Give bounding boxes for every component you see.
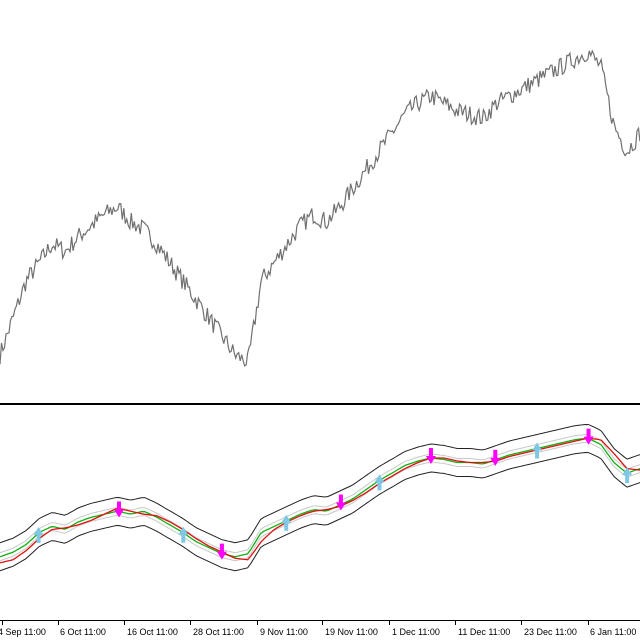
time-label: 28 Oct 11:00 xyxy=(193,627,244,637)
upper-inner-band-line xyxy=(0,433,640,554)
time-tick xyxy=(124,621,125,625)
down-arrow-icon xyxy=(490,449,501,466)
up-arrow-icon xyxy=(281,514,292,531)
time-label: 11 Dec 11:00 xyxy=(458,627,511,637)
time-tick xyxy=(2,621,3,625)
up-arrow-icon xyxy=(33,526,44,543)
up-arrow-icon xyxy=(178,526,189,543)
time-axis: 24 Sep 11:00 6 Oct 11:00 16 Oct 11:00 28… xyxy=(0,621,640,640)
time-label: 9 Nov 11:00 xyxy=(260,627,308,637)
upper-band-line xyxy=(0,423,640,544)
time-tick xyxy=(190,621,191,625)
lower-inner-band-line xyxy=(0,441,640,562)
up-arrow-icon xyxy=(374,474,385,491)
down-arrow-icon xyxy=(113,501,124,518)
up-arrow-icon xyxy=(532,442,543,459)
time-label: 1 Dec 11:00 xyxy=(392,627,440,637)
time-tick xyxy=(58,621,59,625)
pane-separator[interactable] xyxy=(0,403,640,405)
down-arrow-icon xyxy=(583,428,594,445)
time-tick xyxy=(322,621,323,625)
red-signal-line xyxy=(0,437,640,564)
down-arrow-icon xyxy=(216,543,227,560)
up-arrow-icon xyxy=(622,467,633,484)
time-tick xyxy=(455,621,456,625)
indicator-subwindow[interactable] xyxy=(0,405,640,620)
time-tick xyxy=(521,621,522,625)
lower-band-line xyxy=(0,451,640,572)
price-chart-svg xyxy=(0,49,640,368)
indicator-chart-svg xyxy=(0,423,640,572)
time-label: 16 Oct 11:00 xyxy=(127,627,178,637)
down-arrow-icon xyxy=(335,494,346,511)
time-tick xyxy=(389,621,390,625)
time-label: 6 Oct 11:00 xyxy=(60,627,106,637)
price-line xyxy=(0,49,640,368)
down-arrow-icon xyxy=(425,447,436,464)
main-price-chart[interactable] xyxy=(0,0,640,403)
time-label: 24 Sep 11:00 xyxy=(0,627,46,637)
time-tick xyxy=(588,621,589,625)
time-axis-border xyxy=(0,620,640,621)
time-label: 6 Jan 11:00 xyxy=(590,627,637,637)
time-label: 23 Dec 11:00 xyxy=(524,627,577,637)
time-tick xyxy=(257,621,258,625)
green-signal-line xyxy=(0,437,640,558)
time-label: 19 Nov 11:00 xyxy=(325,627,378,637)
